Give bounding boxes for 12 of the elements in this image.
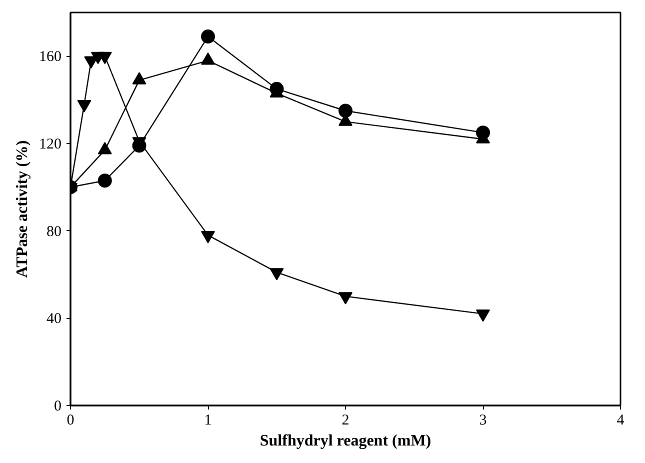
- y-tick-label: 160: [39, 49, 62, 66]
- y-axis-title: ATPase activity (%): [14, 140, 31, 278]
- x-tick-label: 0: [66, 412, 74, 428]
- y-tick-label: 0: [54, 398, 62, 414]
- x-tick-label: 3: [479, 412, 487, 428]
- x-axis-title: Sulfhydryl reagent (mM): [260, 432, 432, 450]
- x-tick-label: 2: [342, 412, 350, 428]
- y-tick-label: 80: [46, 224, 62, 240]
- x-tick-label: 1: [204, 412, 212, 428]
- x-tick-label: 4: [616, 412, 625, 428]
- y-tick-label: 120: [39, 136, 62, 152]
- y-tick-label: 40: [46, 311, 62, 328]
